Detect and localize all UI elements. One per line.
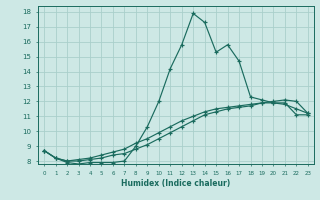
X-axis label: Humidex (Indice chaleur): Humidex (Indice chaleur) [121,179,231,188]
